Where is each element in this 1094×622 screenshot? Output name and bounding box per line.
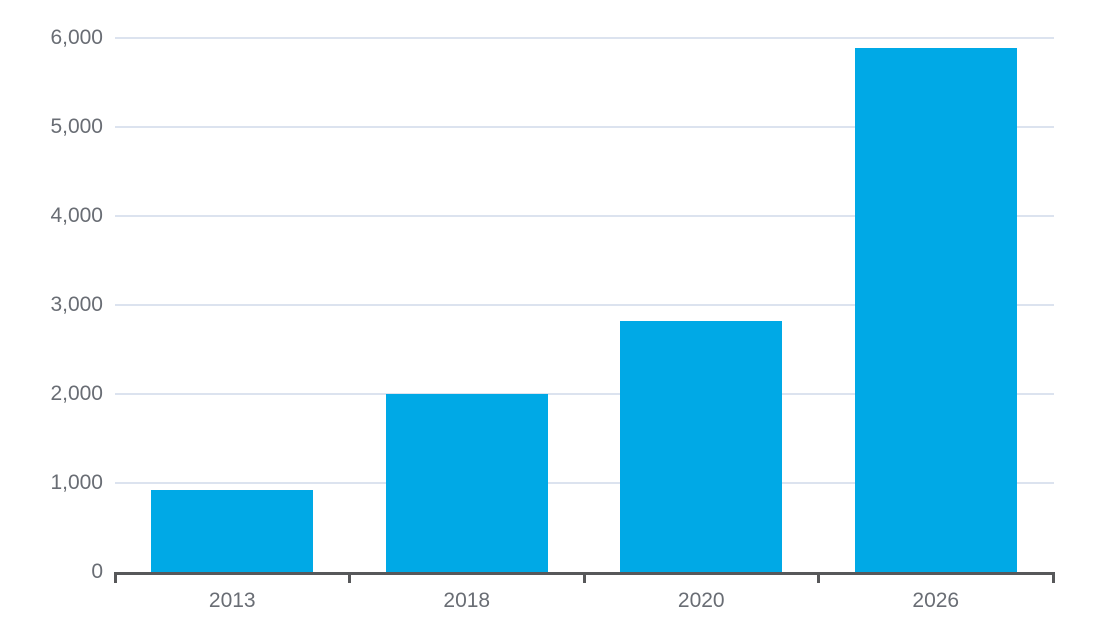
x-axis-tick-label: 2020 <box>677 589 725 612</box>
x-axis-tick <box>582 574 586 583</box>
y-axis-tick-label: 6,000 <box>50 26 103 49</box>
x-axis-tick <box>348 574 351 583</box>
x-axis-tick <box>1051 574 1055 583</box>
x-axis-tick <box>817 574 820 583</box>
gridline-1,000 <box>115 482 1054 484</box>
gridline-5,000 <box>115 126 1054 128</box>
x-axis-tick-label: 2018 <box>443 589 491 612</box>
y-axis-tick-label: 2,000 <box>50 382 103 405</box>
y-axis-tick-label: 1,000 <box>50 471 103 494</box>
x-axis-tick-label: 2013 <box>208 589 256 612</box>
x-axis-tick-label: 2026 <box>912 589 960 612</box>
x-axis-line <box>114 572 1055 575</box>
y-axis-tick-label: 5,000 <box>50 115 103 138</box>
bar-2013 <box>151 490 314 572</box>
bar-2026 <box>854 47 1017 572</box>
gridline-2,000 <box>115 393 1054 395</box>
gridline-4,000 <box>115 215 1054 217</box>
bar-2020 <box>620 321 783 572</box>
gridline-3,000 <box>115 304 1054 306</box>
x-axis-tick <box>113 574 117 583</box>
y-axis-tick-label: 4,000 <box>50 204 103 227</box>
bar-2018 <box>385 394 548 572</box>
y-axis-tick-label: 3,000 <box>50 293 103 316</box>
y-axis-tick-label: 0 <box>91 560 103 583</box>
gridline-6,000 <box>115 37 1054 39</box>
